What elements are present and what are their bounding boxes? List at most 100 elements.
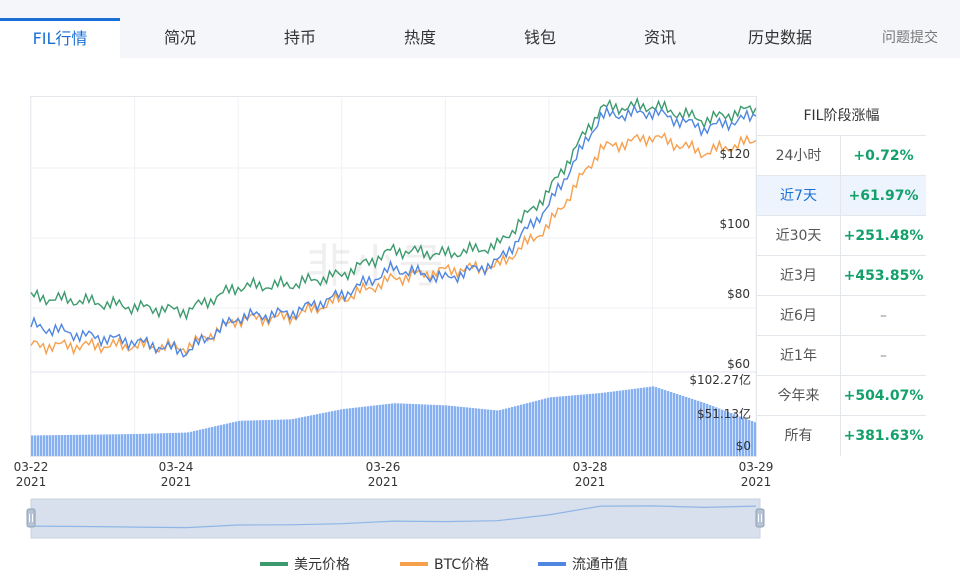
legend-label: 流通市值 [572, 557, 628, 573]
period-row-1y[interactable]: 近1年 – [757, 336, 926, 376]
volume-bar [490, 409, 493, 456]
volume-bar [694, 399, 697, 456]
volume-bar [316, 414, 319, 456]
period-row-3m[interactable]: 近3月 +453.85% [757, 256, 926, 296]
volume-bar [397, 403, 400, 456]
volume-bar [289, 419, 292, 456]
volume-bar [160, 433, 163, 456]
legend-label: 美元价格 [294, 557, 350, 573]
tab-news[interactable]: 资讯 [643, 28, 676, 47]
volume-bar [610, 391, 613, 456]
period-value: +381.63% [843, 428, 924, 444]
volume-bar [580, 394, 583, 456]
volume-bar [340, 409, 343, 456]
period-value: +251.48% [843, 228, 924, 244]
legend-usd-price[interactable]: 美元价格 [260, 554, 350, 574]
legend-btc-price[interactable]: BTC价格 [400, 554, 489, 574]
volume-bar [64, 434, 67, 456]
period-row-ytd[interactable]: 今年来 +504.07% [757, 376, 926, 416]
volume-bar [58, 435, 61, 456]
volume-bar [607, 392, 610, 456]
volume-bar [751, 421, 754, 456]
volume-bar [76, 434, 79, 456]
volume-bar [181, 432, 184, 456]
volume-bar [184, 432, 187, 456]
volume-bar [157, 433, 160, 456]
volume-bar [493, 410, 496, 456]
tab-popularity[interactable]: 热度 [403, 28, 436, 47]
volume-bar [97, 434, 100, 456]
volume-bar [91, 434, 94, 456]
volume-bar [664, 390, 667, 456]
tab-feedback[interactable]: 问题提交 [882, 30, 938, 46]
volume-bar [646, 387, 649, 456]
volume-bar [118, 434, 121, 456]
volume-bar [643, 387, 646, 456]
x-axis-year-label: 2021 [368, 475, 399, 489]
period-row-all[interactable]: 所有 +381.63% [757, 416, 926, 456]
price-axis-label: $60 [727, 357, 750, 371]
x-axis-year-label: 2021 [16, 475, 47, 489]
period-row-7d[interactable]: 近7天 +61.97% [757, 176, 926, 216]
tab-overview[interactable]: 简况 [163, 28, 196, 47]
volume-bar [217, 425, 220, 456]
legend-market-cap[interactable]: 流通市值 [538, 554, 628, 574]
price-axis-label: $120 [719, 147, 750, 161]
range-slider-left-handle[interactable] [26, 508, 36, 528]
tab-wallet[interactable]: 钱包 [523, 28, 556, 47]
volume-bar [472, 408, 475, 456]
volume-bar [616, 390, 619, 456]
volume-bar [589, 393, 592, 456]
price-axis-label: $100 [719, 217, 750, 231]
volume-bar [136, 433, 139, 456]
period-row-30d[interactable]: 近30天 +251.48% [757, 216, 926, 256]
volume-bar [412, 403, 415, 456]
volume-bar [208, 427, 211, 456]
volume-bar [406, 403, 409, 456]
volume-bar [415, 404, 418, 456]
volume-bar [598, 393, 601, 456]
volume-bar [496, 410, 499, 456]
volume-bar [31, 435, 34, 456]
volume-bar [196, 430, 199, 456]
tab-bar: FIL行情 简况 持币 热度 钱包 资讯 历史数据 问题提交 [0, 0, 960, 58]
range-slider-right-handle[interactable] [755, 508, 765, 528]
volume-bar [601, 392, 604, 456]
volume-bar [43, 435, 46, 456]
x-axis-year-label: 2021 [161, 475, 192, 489]
volume-bar [199, 429, 202, 456]
volume-bar [520, 404, 523, 456]
period-change-table: FIL阶段涨幅 24小时 +0.72% 近7天 +61.97% 近30天 +25… [756, 96, 926, 457]
volume-bar [538, 400, 541, 456]
volume-bar [223, 424, 226, 456]
volume-bar [748, 419, 751, 456]
period-label: 24小时 [757, 136, 841, 175]
volume-bar [37, 435, 40, 456]
period-row-24h[interactable]: 24小时 +0.72% [757, 136, 926, 176]
volume-bar [547, 397, 550, 456]
volume-bar [613, 391, 616, 456]
period-row-6m[interactable]: 近6月 – [757, 296, 926, 336]
volume-bar [280, 419, 283, 456]
volume-bar [475, 408, 478, 456]
period-value: +453.85% [843, 268, 924, 284]
market-cap-line [30, 104, 757, 358]
volume-bar [556, 396, 559, 456]
volume-bar [487, 409, 490, 456]
volume-bar [742, 417, 745, 456]
price-chart[interactable]: 非小号$120$100$80$60$102.27亿$51.13亿$003-222… [0, 0, 960, 552]
volume-bar [445, 405, 448, 456]
usd-price-line [30, 96, 757, 321]
tab-holders[interactable]: 持币 [283, 28, 316, 47]
volume-bar [211, 426, 214, 456]
volume-bar [163, 433, 166, 456]
volume-bar [427, 404, 430, 456]
tab-history-data[interactable]: 历史数据 [747, 28, 812, 47]
volume-bar [517, 405, 520, 456]
volume-bar [499, 410, 502, 456]
volume-bar [691, 398, 694, 456]
volume-bar [142, 433, 145, 456]
volume-bar [511, 406, 514, 456]
tab-fil-market[interactable]: FIL行情 [0, 18, 120, 58]
volume-bar [628, 389, 631, 456]
